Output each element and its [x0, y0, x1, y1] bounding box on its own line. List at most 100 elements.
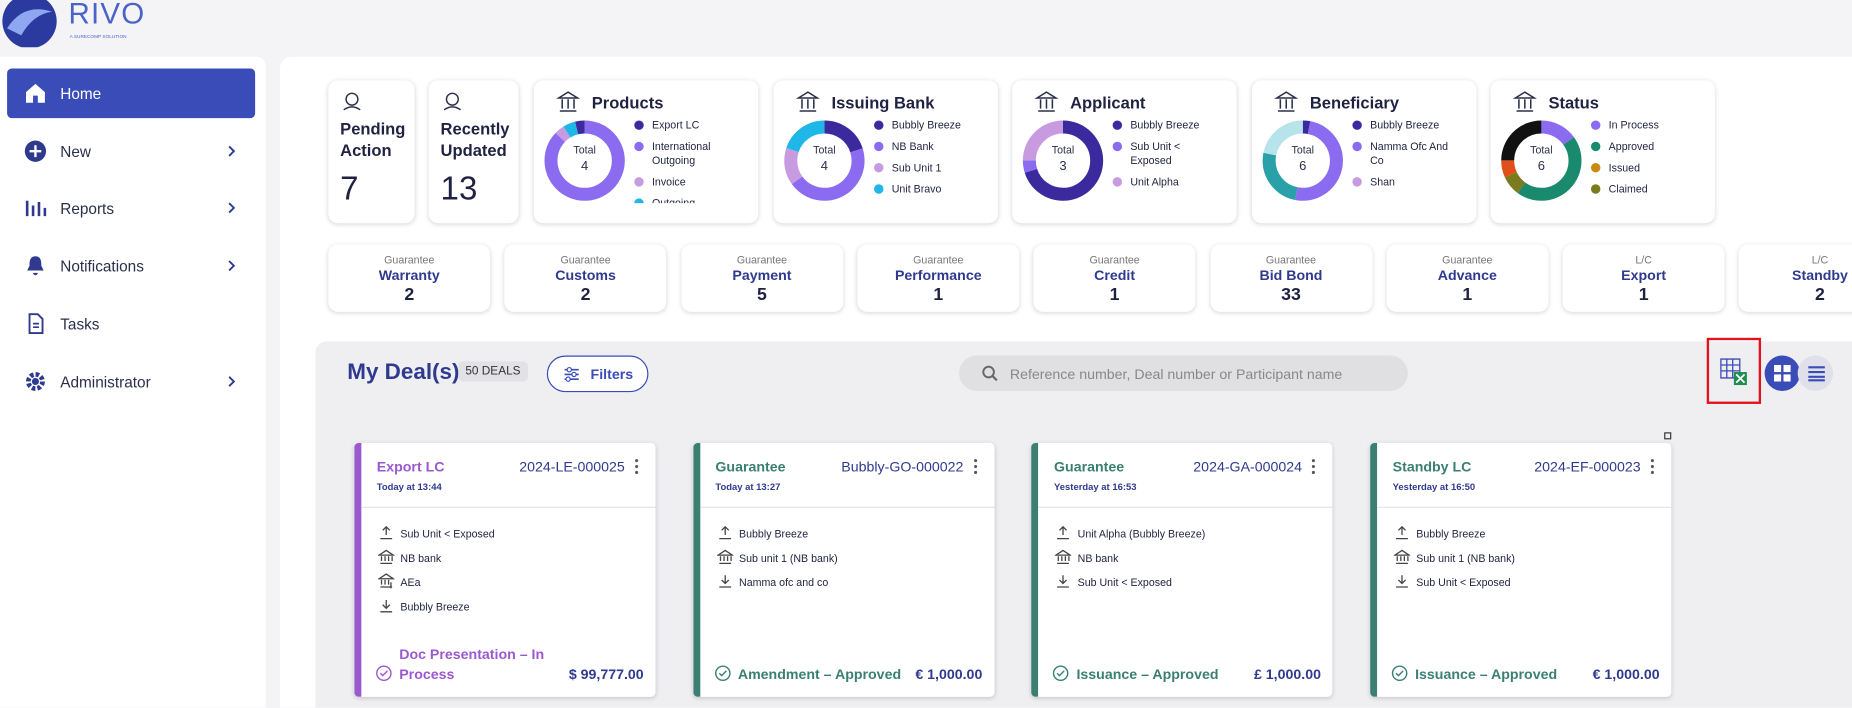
nav-active[interactable] — [7, 68, 256, 119]
party-icon — [1057, 575, 1070, 589]
legend-label: Invoice — [651, 175, 686, 188]
category-card[interactable]: Guarantee Bid Bond 33 — [1210, 244, 1372, 312]
donut-total: 4 — [581, 159, 589, 174]
category-card[interactable]: Guarantee Advance 1 — [1386, 244, 1549, 312]
deal-party: Bubbly Breeze — [1416, 527, 1486, 540]
legend-swatch — [1590, 184, 1601, 194]
legend-swatch — [874, 120, 884, 130]
logo-tagline: A SURECOMP SOLUTION — [69, 33, 127, 39]
nav-item[interactable]: Home — [60, 85, 102, 103]
grid-view-toggle[interactable] — [1764, 355, 1801, 391]
chevron — [228, 202, 236, 214]
legend-label: Shan — [1370, 175, 1395, 188]
deals-title: My Deal(s) — [347, 360, 460, 386]
legend-label: Bubbly Breeze — [891, 119, 961, 132]
widget-card[interactable]: Issuing Bank Total 4 Bubbly Breeze NB Bank Su… — [773, 80, 999, 224]
party-icon — [718, 525, 731, 540]
legend-item: Shan — [1351, 175, 1453, 189]
category-card[interactable]: L/C Standby 2 — [1739, 244, 1852, 312]
deal-party: Sub Unit < Exposed — [1416, 576, 1511, 589]
deal-party: Sub Unit < Exposed — [1077, 576, 1172, 589]
legend-swatch — [874, 162, 884, 173]
deal-card[interactable]: Export LC 2024-LE-000025 Today at 13:44 Sub… — [354, 442, 656, 697]
deal-card[interactable]: Guarantee Bubbly-GO-000022 Today at 13:27 B… — [692, 442, 995, 697]
category-type: Guarantee — [1265, 253, 1317, 266]
category-name: Performance — [894, 266, 982, 284]
widget-title: Status — [1548, 93, 1599, 113]
category-card[interactable]: Guarantee Credit 1 — [1033, 244, 1196, 312]
list-view-toggle[interactable] — [1797, 355, 1834, 391]
widget-card[interactable]: Beneficiary Total 6 Bubbly Breeze Namma Ofc … — [1251, 80, 1477, 224]
donut-total: 6 — [1299, 159, 1307, 174]
category-card[interactable]: Guarantee Payment 5 — [681, 244, 843, 312]
nav-item[interactable]: New — [60, 142, 91, 161]
widget-card[interactable]: Products Total 4 Export LC International Out… — [533, 80, 759, 224]
deal-ref: 2024-EF-000023 — [1534, 458, 1641, 475]
nav-item[interactable]: Tasks — [60, 315, 100, 333]
legend-swatch — [1352, 177, 1362, 187]
category-card[interactable]: Guarantee Warranty 2 — [328, 244, 491, 312]
legend-label: Namma Ofc And Co — [1370, 140, 1449, 167]
category-type: Guarantee — [560, 253, 611, 266]
donut-total: 4 — [820, 159, 829, 174]
filters-button[interactable]: Filters — [546, 355, 649, 393]
category-name: Export — [1621, 266, 1667, 284]
category-card[interactable]: L/C Export 1 — [1562, 244, 1725, 312]
category-count: 2 — [1815, 284, 1825, 305]
donut-segment — [1501, 120, 1582, 201]
deal-type: Standby LC — [1392, 458, 1472, 475]
deal-card[interactable]: Standby LC 2024-EF-000023 Yesterday at 16:… — [1370, 442, 1672, 697]
legend: Bubbly Breeze Namma Ofc And Co Shan — [1351, 118, 1469, 203]
widget-card[interactable]: Applicant Total 3 Bubbly Breeze Sub Unit < E… — [1012, 80, 1237, 224]
donut-total-label: Total — [1291, 144, 1314, 156]
nav-icon — [28, 312, 44, 334]
legend-item: In Process — [1590, 118, 1692, 132]
party-icon — [1393, 549, 1411, 564]
legend-swatch — [1112, 177, 1123, 187]
export-highlight[interactable] — [1706, 337, 1762, 404]
legend-label: NB Bank — [891, 140, 934, 153]
donut-segment — [784, 120, 865, 201]
search-icon — [982, 365, 998, 382]
party-icon — [380, 525, 393, 540]
summary-icon — [343, 92, 361, 111]
search-box[interactable]: Reference number, Deal number or Partici… — [959, 355, 1408, 391]
summary-card[interactable]: Pending Action 7 — [328, 80, 415, 224]
deal-card[interactable]: Guarantee 2024-GA-000024 Yesterday at 16:5… — [1031, 442, 1333, 697]
category-type: Guarantee — [384, 253, 435, 266]
category-type: L/C — [1635, 253, 1652, 266]
nav-item[interactable]: Administrator — [60, 372, 151, 391]
widget-icon — [1034, 91, 1059, 112]
donut-segment — [784, 120, 865, 201]
widget-card[interactable]: Status Total 6 In Process Approved Issued Clai… — [1490, 80, 1715, 224]
deal-menu — [635, 459, 639, 474]
category-count: 1 — [933, 284, 944, 305]
legend-item: NB Bank — [873, 139, 975, 153]
nav-icon — [24, 140, 47, 162]
deal-menu — [1650, 459, 1655, 474]
nav-item[interactable]: Notifications — [60, 257, 144, 276]
status-icon — [714, 665, 731, 682]
party-icon — [377, 549, 395, 564]
category-card[interactable]: Guarantee Customs 2 — [504, 244, 667, 312]
chevron — [228, 260, 236, 272]
category-card[interactable]: Guarantee Performance 1 — [857, 244, 1020, 312]
legend-label: Bubbly Breeze — [1370, 119, 1440, 132]
donut-segment — [1501, 120, 1582, 201]
legend-swatch — [1352, 120, 1362, 130]
expand-icon[interactable] — [1664, 432, 1672, 440]
category-count: 2 — [580, 284, 591, 305]
category-count: 5 — [757, 284, 767, 305]
widget-title: Beneficiary — [1309, 93, 1400, 113]
widget-title: Products — [591, 93, 664, 113]
summary-card[interactable]: Recently Updated 13 — [428, 80, 519, 224]
nav-item[interactable]: Reports — [60, 200, 115, 218]
summary-icon — [443, 92, 462, 111]
category-name: Bid Bond — [1259, 266, 1323, 284]
status-icon — [1391, 665, 1408, 682]
donut-total-label: Total — [1051, 144, 1075, 156]
deal-party: Bubbly Breeze — [400, 601, 470, 614]
